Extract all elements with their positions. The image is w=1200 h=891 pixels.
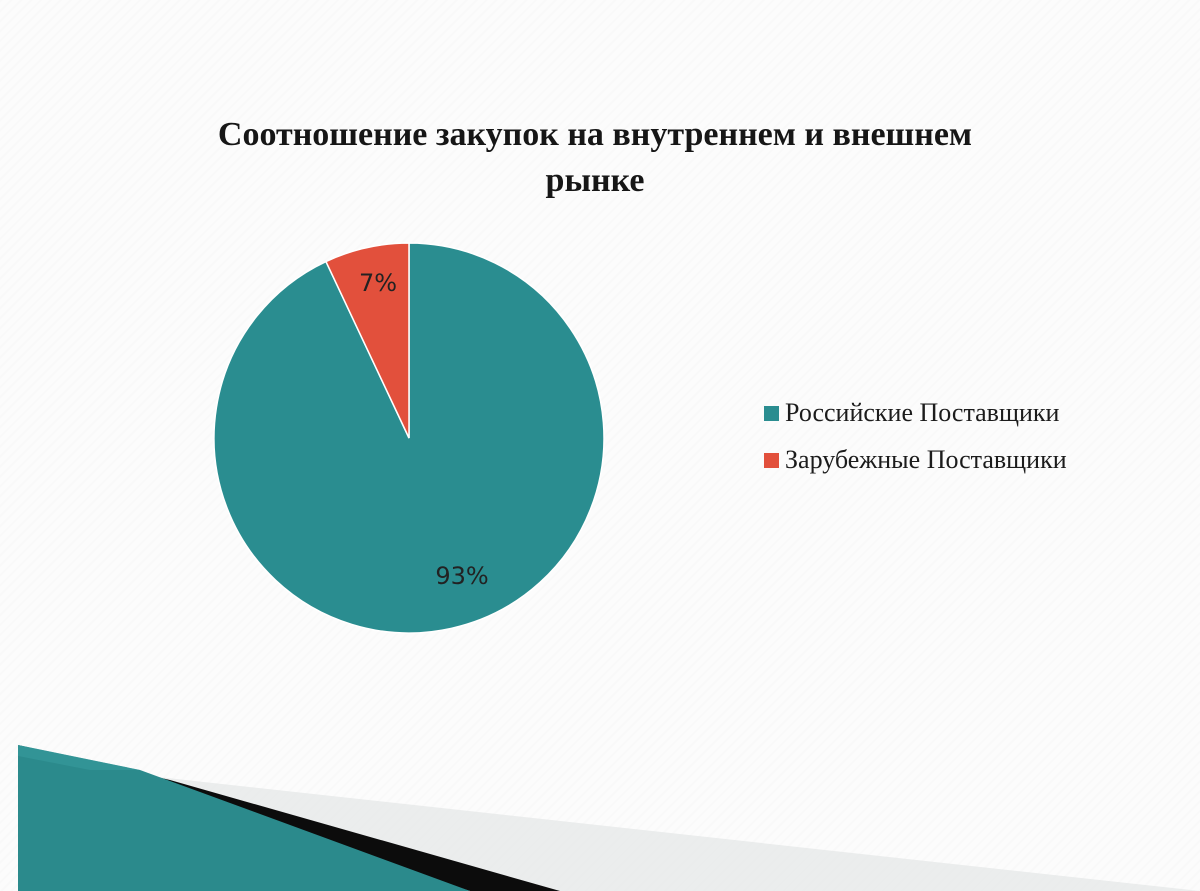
legend-item-russian: Российские Поставщики xyxy=(764,398,1067,428)
chart-legend: Российские Поставщики Зарубежные Поставщ… xyxy=(764,398,1067,492)
legend-label-russian: Российские Поставщики xyxy=(785,398,1060,427)
pie-data-labels: 93% 7% xyxy=(359,269,489,590)
legend-label-foreign: Зарубежные Поставщики xyxy=(785,445,1067,474)
legend-item-foreign: Зарубежные Поставщики xyxy=(764,445,1067,475)
pie-label-russian: 93% xyxy=(435,562,488,590)
decor-teal-highlight xyxy=(18,745,140,770)
pie-slice-foreign xyxy=(324,242,410,439)
chart-title: Соотношение закупок на внутреннем и внеш… xyxy=(217,116,973,199)
pie-slices xyxy=(213,242,605,634)
legend-swatch-foreign xyxy=(764,452,779,468)
decor-teal-wedge xyxy=(18,745,470,891)
legend-swatch-russian xyxy=(764,405,779,421)
pie-label-foreign: 7% xyxy=(359,269,397,297)
